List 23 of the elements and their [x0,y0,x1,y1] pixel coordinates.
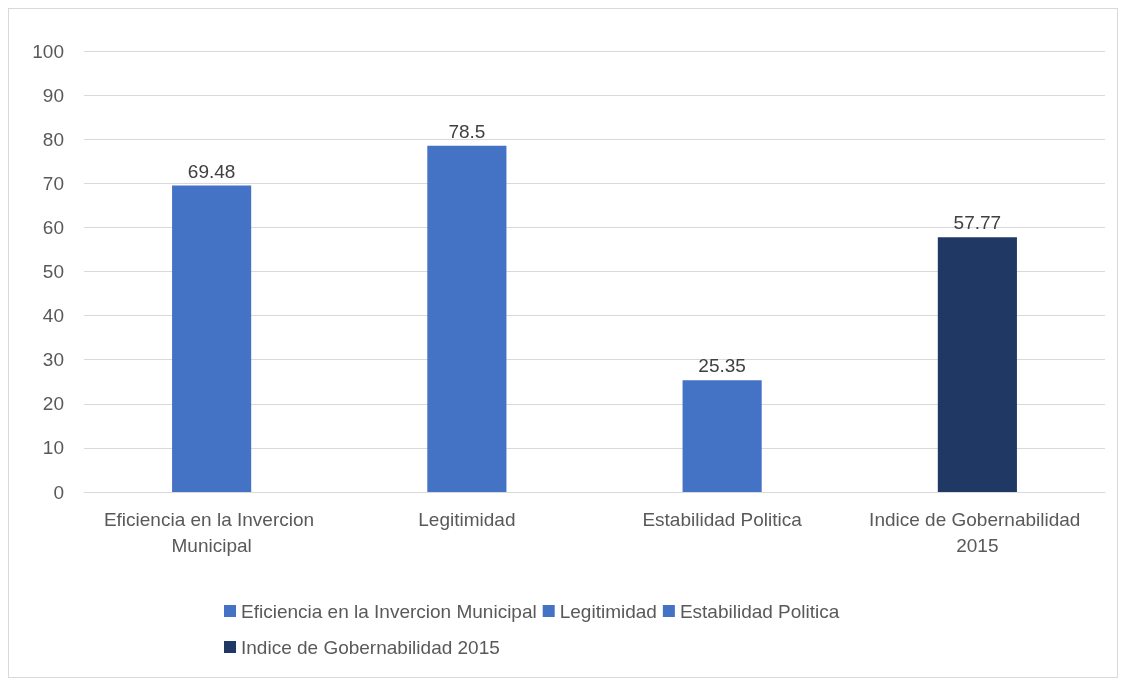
y-tick-label: 30 [42,349,64,371]
legend-label: Eficiencia en la Invercion Municipal [241,600,537,622]
legend-label: Estabilidad Politica [679,600,840,622]
legend-label: Indice de Gobernabilidad 2015 [241,636,500,658]
y-tick-label: 70 [42,172,64,194]
x-tick-label: Indice de Gobernabilidad 2015 [869,508,1086,556]
x-tick-label: Estabilidad Politica [642,508,803,530]
data-label: 69.48 [187,160,236,182]
y-tick-label: 100 [32,40,64,62]
y-tick-label: 0 [53,481,64,503]
y-tick-label: 10 [42,437,64,459]
data-label: 78.5 [448,120,486,142]
data-label: 57.77 [953,212,1002,234]
y-tick-label: 90 [42,84,64,106]
legend-label: Legitimidad [559,600,657,622]
x-tick-label: Legitimidad [418,508,516,530]
y-tick-label: 40 [42,305,64,327]
y-tick-label: 60 [42,216,64,238]
data-label: 25.35 [698,355,746,377]
y-tick-label: 50 [42,261,64,282]
y-tick-label: 80 [42,128,64,150]
y-tick-label: 20 [42,393,64,415]
x-tick-label: Eficiencia en la Invercion Municipal [103,508,320,556]
